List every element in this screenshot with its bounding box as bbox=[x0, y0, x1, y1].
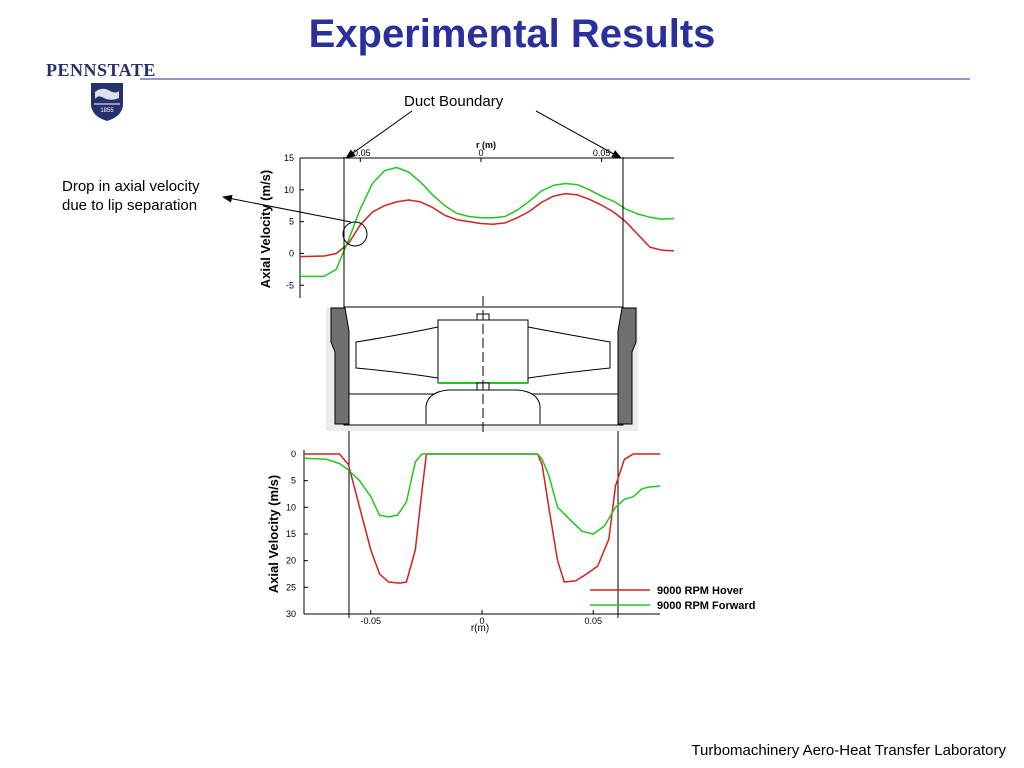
top-y-tick-label: 0 bbox=[289, 248, 294, 258]
top-x-ticks: -0.05 0 0.05 bbox=[350, 148, 610, 162]
duct-boundary-label: Duct Boundary bbox=[404, 93, 504, 110]
top-velocity-chart: -0.05 0 0.05 15 10 5 0 -5 r (m) Axial Velocity… bbox=[258, 140, 675, 298]
bottom-x-tick-label: 0.05 bbox=[584, 616, 602, 626]
top-y-tick-label: 5 bbox=[289, 217, 294, 227]
pennstate-logo-text: PENNSTATE bbox=[46, 60, 156, 80]
top-x-tick-label: 0.05 bbox=[593, 148, 611, 158]
bottom-series-line-hover bbox=[304, 453, 660, 584]
top-y-tick-label: -5 bbox=[286, 280, 294, 290]
top-y-axis-label: Axial Velocity (m/s) bbox=[258, 170, 273, 289]
bottom-y-ticks: 0 5 10 15 20 25 30 bbox=[286, 449, 308, 619]
duct-arrow-right bbox=[535, 110, 622, 159]
duct-arrow-left bbox=[345, 110, 413, 159]
legend-label-hover: 9000 RPM Hover bbox=[657, 585, 744, 597]
top-series-line-hover bbox=[299, 192, 675, 258]
bottom-y-tick-label: 15 bbox=[286, 529, 296, 539]
slide-title: Experimental Results bbox=[308, 12, 716, 56]
bottom-x-tick-label: -0.05 bbox=[360, 616, 381, 626]
lip-separation-label-line2: due to lip separation bbox=[62, 197, 198, 214]
duct-lip-left bbox=[330, 307, 350, 425]
bottom-y-tick-label: 25 bbox=[286, 582, 296, 592]
rotor-blade-right bbox=[527, 326, 611, 379]
bottom-y-tick-label: 10 bbox=[286, 502, 296, 512]
top-x-tick-label: -0.05 bbox=[350, 148, 371, 158]
lip-separation-arrow bbox=[222, 194, 352, 223]
lip-separation-circle bbox=[342, 221, 368, 247]
bottom-x-ticks: -0.05 0 0.05 bbox=[360, 610, 602, 626]
top-y-ticks: 15 10 5 0 -5 bbox=[284, 153, 304, 290]
bottom-x-axis-label: r(m) bbox=[471, 623, 489, 634]
legend-label-forward: 9000 RPM Forward bbox=[657, 600, 755, 612]
title-rule bbox=[140, 78, 970, 80]
bottom-y-axis-label: Axial Velocity (m/s) bbox=[266, 475, 281, 594]
legend: 9000 RPM Hover 9000 RPM Forward bbox=[590, 585, 755, 612]
bottom-x-tick-label: 0 bbox=[479, 616, 484, 626]
bottom-series-line-forward bbox=[303, 453, 661, 535]
top-y-tick-label: 15 bbox=[284, 153, 294, 163]
lip-separation-label-line1: Drop in axial velocity bbox=[62, 178, 200, 195]
top-y-tick-label: 10 bbox=[284, 185, 294, 195]
bottom-y-tick-label: 5 bbox=[291, 476, 296, 486]
bottom-y-tick-label: 20 bbox=[286, 556, 296, 566]
ducted-fan-cross-section bbox=[326, 296, 638, 436]
bottom-y-tick-label: 0 bbox=[291, 449, 296, 459]
bottom-chart-series bbox=[303, 453, 661, 584]
footer-lab-name: Turbomachinery Aero-Heat Transfer Labora… bbox=[691, 742, 1006, 759]
top-x-axis-label: r (m) bbox=[476, 140, 496, 150]
pennstate-shield-icon: 1855 bbox=[91, 83, 123, 121]
top-chart-series bbox=[299, 166, 675, 278]
logo-year: 1855 bbox=[100, 108, 114, 114]
bottom-y-tick-label: 30 bbox=[286, 609, 296, 619]
top-x-tick-label: 0 bbox=[478, 148, 483, 158]
bottom-velocity-chart: -0.05 0 0.05 0 5 10 15 20 25 30 r(m) Axial Veloc… bbox=[266, 449, 755, 634]
top-series-line-forward bbox=[300, 166, 675, 278]
top-chart-axes bbox=[299, 157, 674, 298]
duct-lip-right bbox=[617, 307, 637, 425]
